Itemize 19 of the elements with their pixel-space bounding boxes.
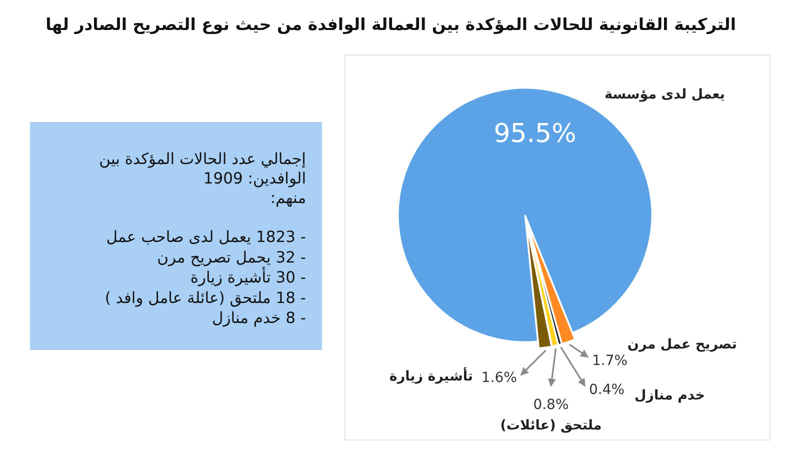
data-label: 0.4% [589,382,625,398]
text: - 30 تأشيرة زيارة [190,266,306,287]
slice-label: ملتحق (عائلات) [500,418,602,434]
slice-label: تصريح عمل مرن [627,336,737,353]
text: - 32 يحمل تصريح مرن [157,248,306,266]
data-label: 95.5% [494,119,576,150]
slice-label: تأشيرة زيارة [389,366,473,385]
data-label: 1.6% [481,370,517,386]
text: منهم: [270,189,306,208]
text: إجمالي عدد الحالات المؤكدة بين [99,150,306,168]
data-label: 1.7% [592,352,628,369]
text: - 1823 يعمل لدى صاحب عمل [106,228,306,246]
chart-title: التركيبة القانونية للحالات المؤكدة بين العمالة الوافدة من حيث نوع التصريح الصادر لها [46,15,736,35]
text: - 18 ملتحق (عائلة عامل وافد ) [104,288,306,307]
text: الوافدين: 1909 [203,170,306,188]
text: - 8 خدم منازل [212,309,306,328]
data-label: 0.8% [533,396,569,413]
slice-label: خدم منازل [634,388,705,404]
slice-label: يعمل لدى مؤسسة [604,86,725,103]
